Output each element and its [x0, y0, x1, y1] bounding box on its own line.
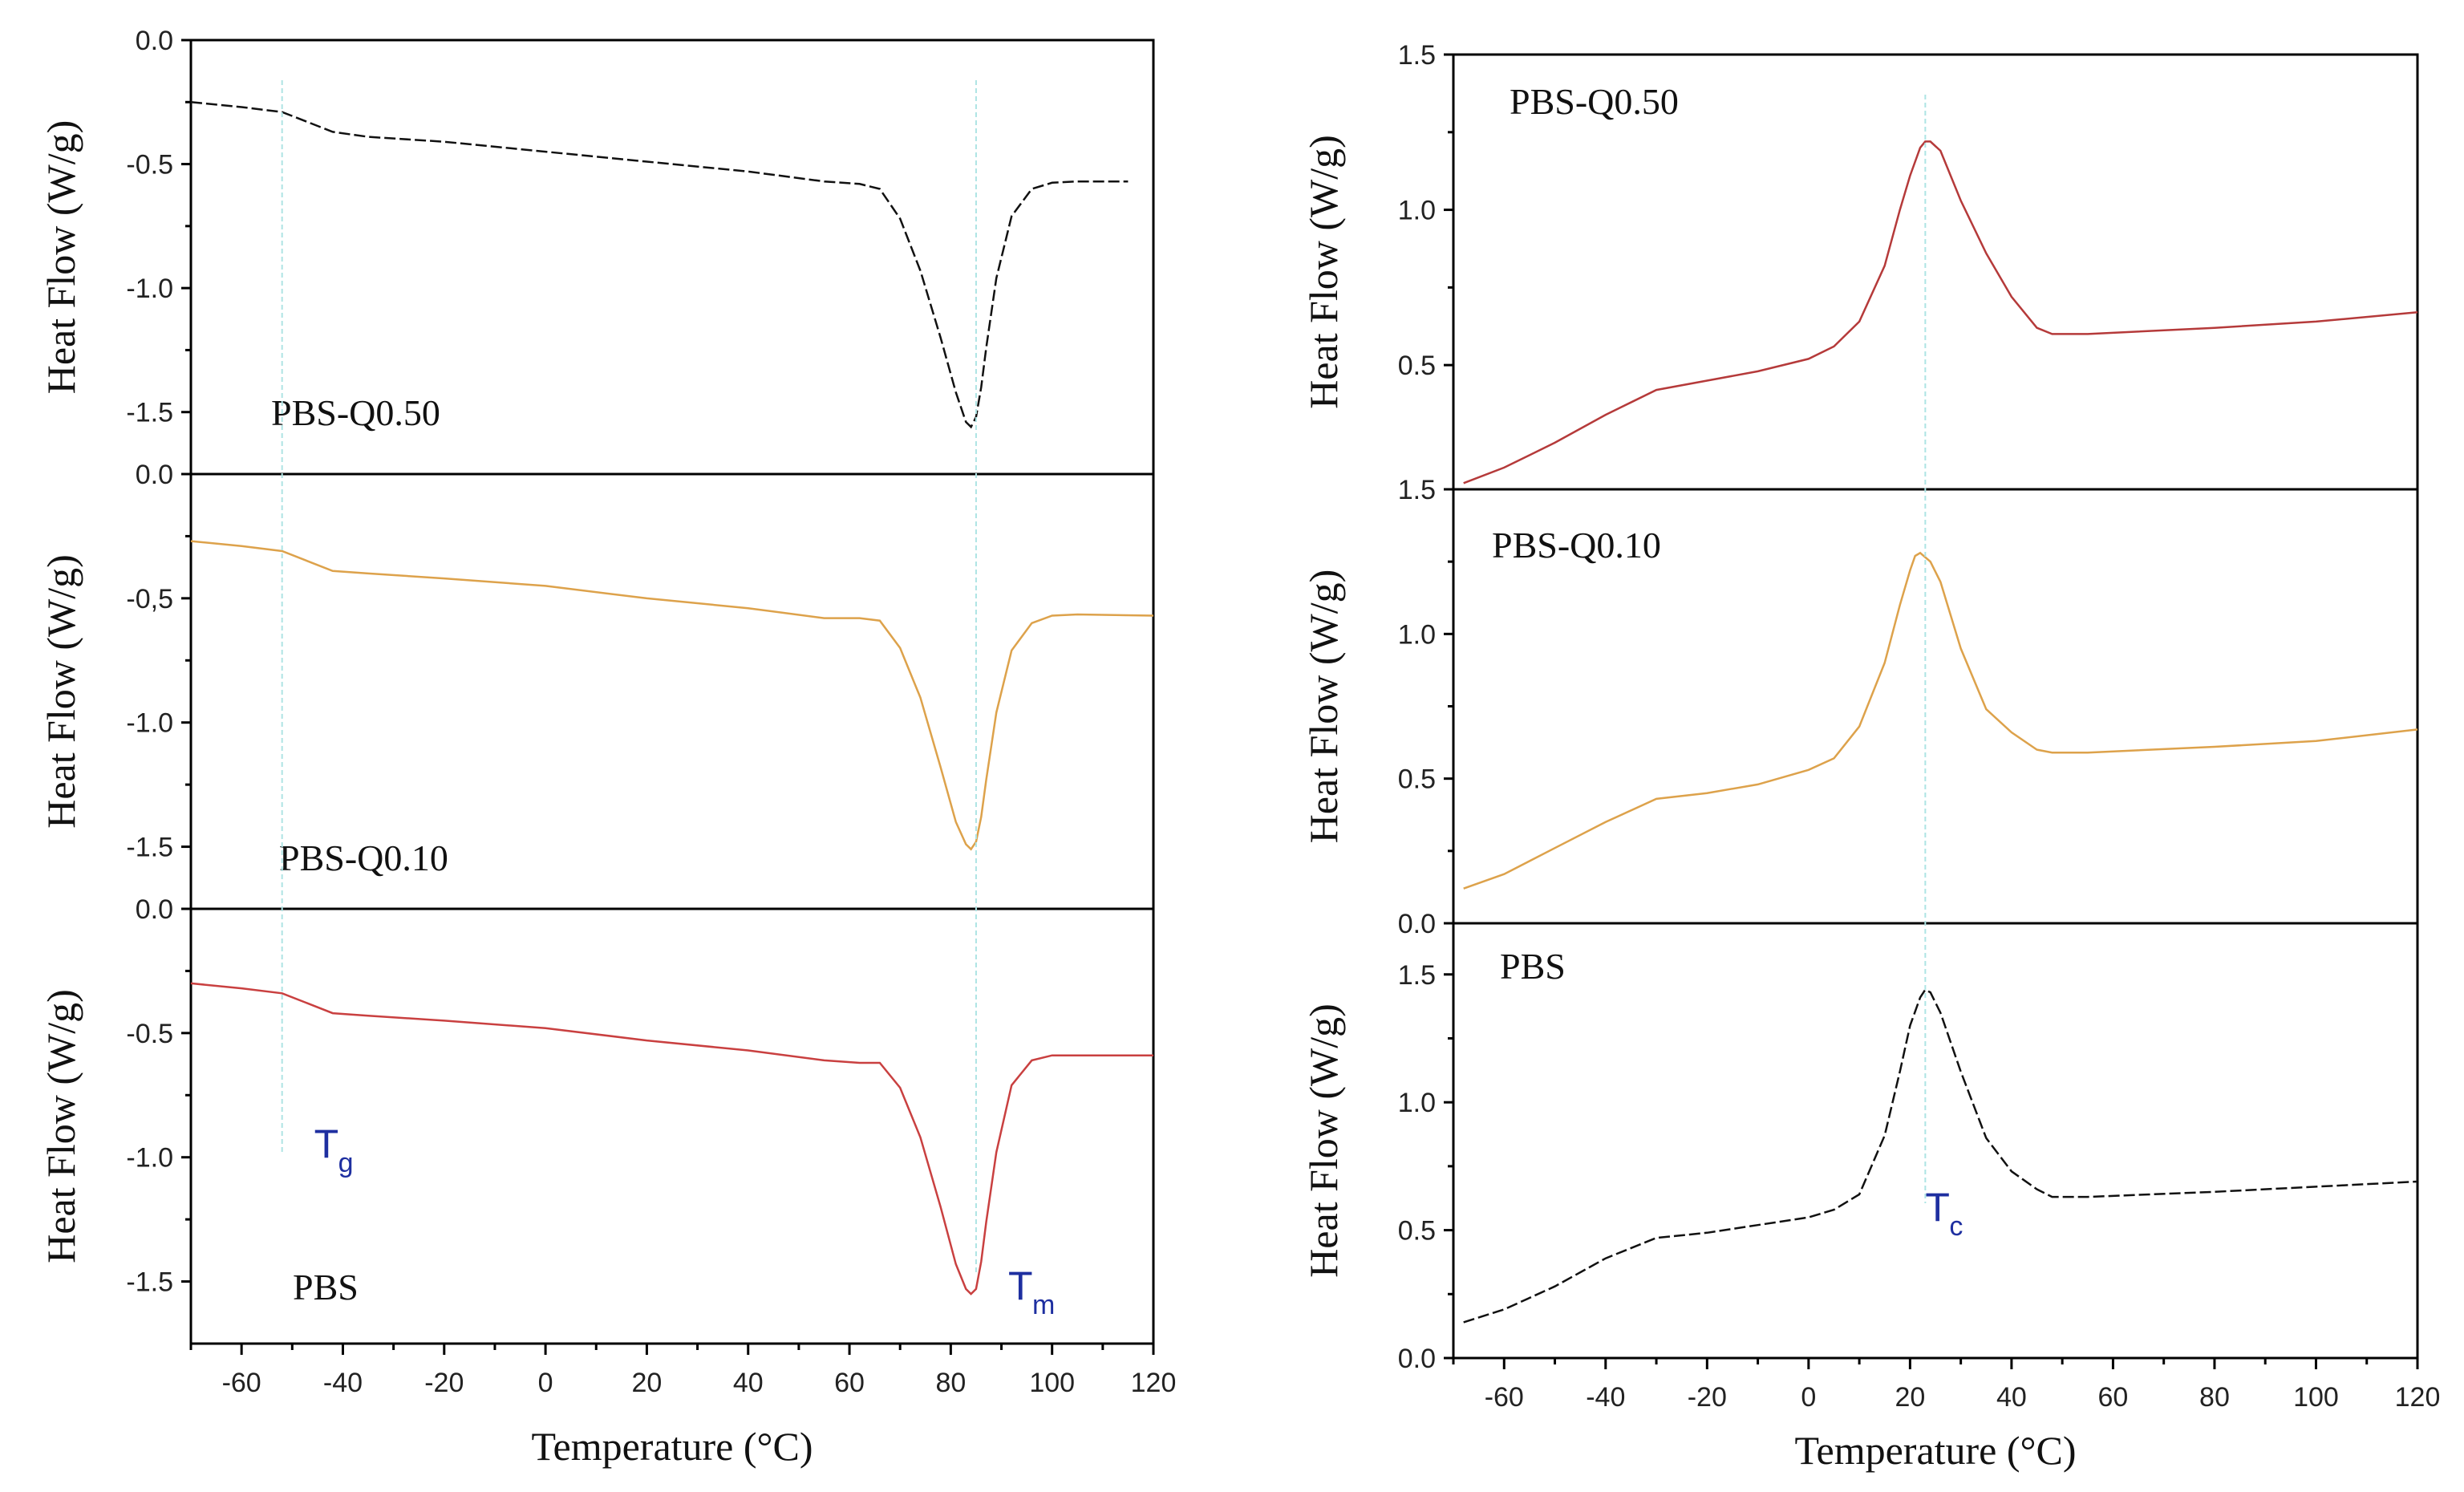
x-tick-label: 40 — [1996, 1382, 2027, 1413]
y-tick-label: -1.5 — [126, 398, 173, 428]
y-axis-title: Heat Flow (W/g) — [1301, 570, 1346, 844]
marker-subscript: c — [1949, 1211, 1963, 1242]
y-tick-label: 1.5 — [1398, 960, 1436, 991]
y-tick-label: 0.0 — [1398, 909, 1436, 939]
y-tick-label: 0.5 — [1398, 351, 1436, 381]
right-panel-2: 1.5 1.0 0.5 0.0 Heat Flow (W/g) PBS-Q0.10 — [1301, 475, 2419, 939]
y-tick-label: 1.0 — [1398, 619, 1436, 650]
y-axis-title: Heat Flow (W/g) — [38, 554, 83, 829]
y-tick-label: -1.0 — [126, 1143, 173, 1174]
x-tick-label: -20 — [424, 1368, 464, 1398]
x-tick-label: 20 — [632, 1368, 663, 1398]
y-tick-label: 1.5 — [1398, 40, 1436, 71]
right-panel-3: 1.5 1.0 0.5 0.0 Heat Flow (W/g) PBS — [1301, 922, 2419, 1374]
y-tick-label: -0,5 — [126, 584, 173, 614]
y-axis-title: Heat Flow (W/g) — [38, 120, 83, 395]
right-panel-1: 1.5 1.0 0.5 Heat Flow (W/g) PBS-Q0.50 — [1301, 40, 2419, 491]
right-figure: 1.5 1.0 0.5 Heat Flow (W/g) PBS-Q0.50 1.5 1.0 0… — [1301, 40, 2440, 1473]
x-tick-label: 120 — [2395, 1382, 2441, 1413]
series-line-pbs — [190, 982, 1153, 1295]
y-tick-label: -1.5 — [126, 1267, 173, 1298]
y-tick-label: 0.5 — [1398, 1216, 1436, 1247]
marker-subscript: m — [1032, 1290, 1055, 1320]
x-tick-label: 40 — [733, 1368, 764, 1398]
left-panel-1: 0.0 -0.5 -1.0 -1.5 Heat Flow (W/g) PBS-Q0.50 — [38, 26, 1155, 476]
x-axis-title: Temperature (°C) — [1794, 1428, 2076, 1473]
sample-label: PBS-Q0.50 — [271, 392, 440, 433]
marker-subscript: g — [338, 1148, 354, 1178]
x-tick-label: -40 — [1586, 1382, 1625, 1413]
sample-label: PBS — [1500, 946, 1566, 987]
y-tick-label: -0.5 — [126, 150, 173, 180]
x-tick-label: -20 — [1688, 1382, 1727, 1413]
x-tick-label: 100 — [2293, 1382, 2339, 1413]
x-axis-title: Temperature (°C) — [531, 1424, 813, 1469]
series-line-pbs — [1463, 988, 2418, 1324]
y-tick-label: 0.0 — [136, 894, 173, 925]
y-tick-label: 0.0 — [136, 460, 173, 490]
series-line-pbs-q0-10 — [190, 540, 1154, 851]
series-line-pbs-q0-50 — [1463, 140, 2418, 484]
series-line-pbs-q0-10 — [1463, 551, 2418, 890]
sample-label: PBS — [293, 1267, 359, 1308]
y-tick-label: 1.5 — [1398, 475, 1436, 505]
panel-frame — [189, 907, 1155, 1345]
y-axis-title: Heat Flow (W/g) — [1301, 1003, 1346, 1278]
x-tick-label: 120 — [1131, 1368, 1177, 1398]
x-tick-label: 0 — [538, 1368, 553, 1398]
x-tick-label: -40 — [323, 1368, 363, 1398]
y-tick-label: -0.5 — [126, 1019, 173, 1049]
x-tick-label: 0 — [1801, 1382, 1816, 1413]
y-tick-label: 0.0 — [1398, 1344, 1436, 1374]
x-tick-label: -60 — [222, 1368, 261, 1398]
y-tick-label: 1.0 — [1398, 196, 1436, 226]
series-line-pbs-q0-50 — [190, 101, 1129, 429]
x-tick-label: 100 — [1029, 1368, 1075, 1398]
sample-label: PBS-Q0.10 — [1492, 525, 1661, 566]
y-tick-label: 0.5 — [1398, 764, 1436, 795]
x-tick-label: -60 — [1485, 1382, 1524, 1413]
x-tick-label: 80 — [2199, 1382, 2230, 1413]
x-tick-label: 60 — [2098, 1382, 2129, 1413]
y-axis-title: Heat Flow (W/g) — [38, 989, 83, 1263]
x-tick-label: 80 — [935, 1368, 966, 1398]
y-tick-label: 0.0 — [136, 26, 173, 56]
y-tick-label: -1.5 — [126, 833, 173, 863]
y-tick-label: -1.0 — [126, 274, 173, 304]
x-tick-label: 20 — [1895, 1382, 1925, 1413]
marker-letter: T — [1008, 1263, 1033, 1308]
panel-frame — [1452, 922, 2419, 1360]
left-panel-2: 0.0 -0,5 -1.0 -1.5 Heat Flow (W/g) PBS-Q0.10 — [38, 460, 1155, 910]
x-tick-label: 60 — [834, 1368, 865, 1398]
marker-letter: T — [1925, 1185, 1950, 1230]
marker-letter: T — [314, 1121, 339, 1166]
y-tick-label: 1.0 — [1398, 1088, 1436, 1118]
left-panel-3: 0.0 -0.5 -1.0 -1.5 Heat Flow (W/g) PBS — [38, 894, 1155, 1345]
y-axis-title: Heat Flow (W/g) — [1301, 135, 1346, 409]
sample-label: PBS-Q0.10 — [279, 837, 448, 878]
y-tick-label: -1.0 — [126, 708, 173, 739]
sample-label: PBS-Q0.50 — [1510, 81, 1679, 122]
